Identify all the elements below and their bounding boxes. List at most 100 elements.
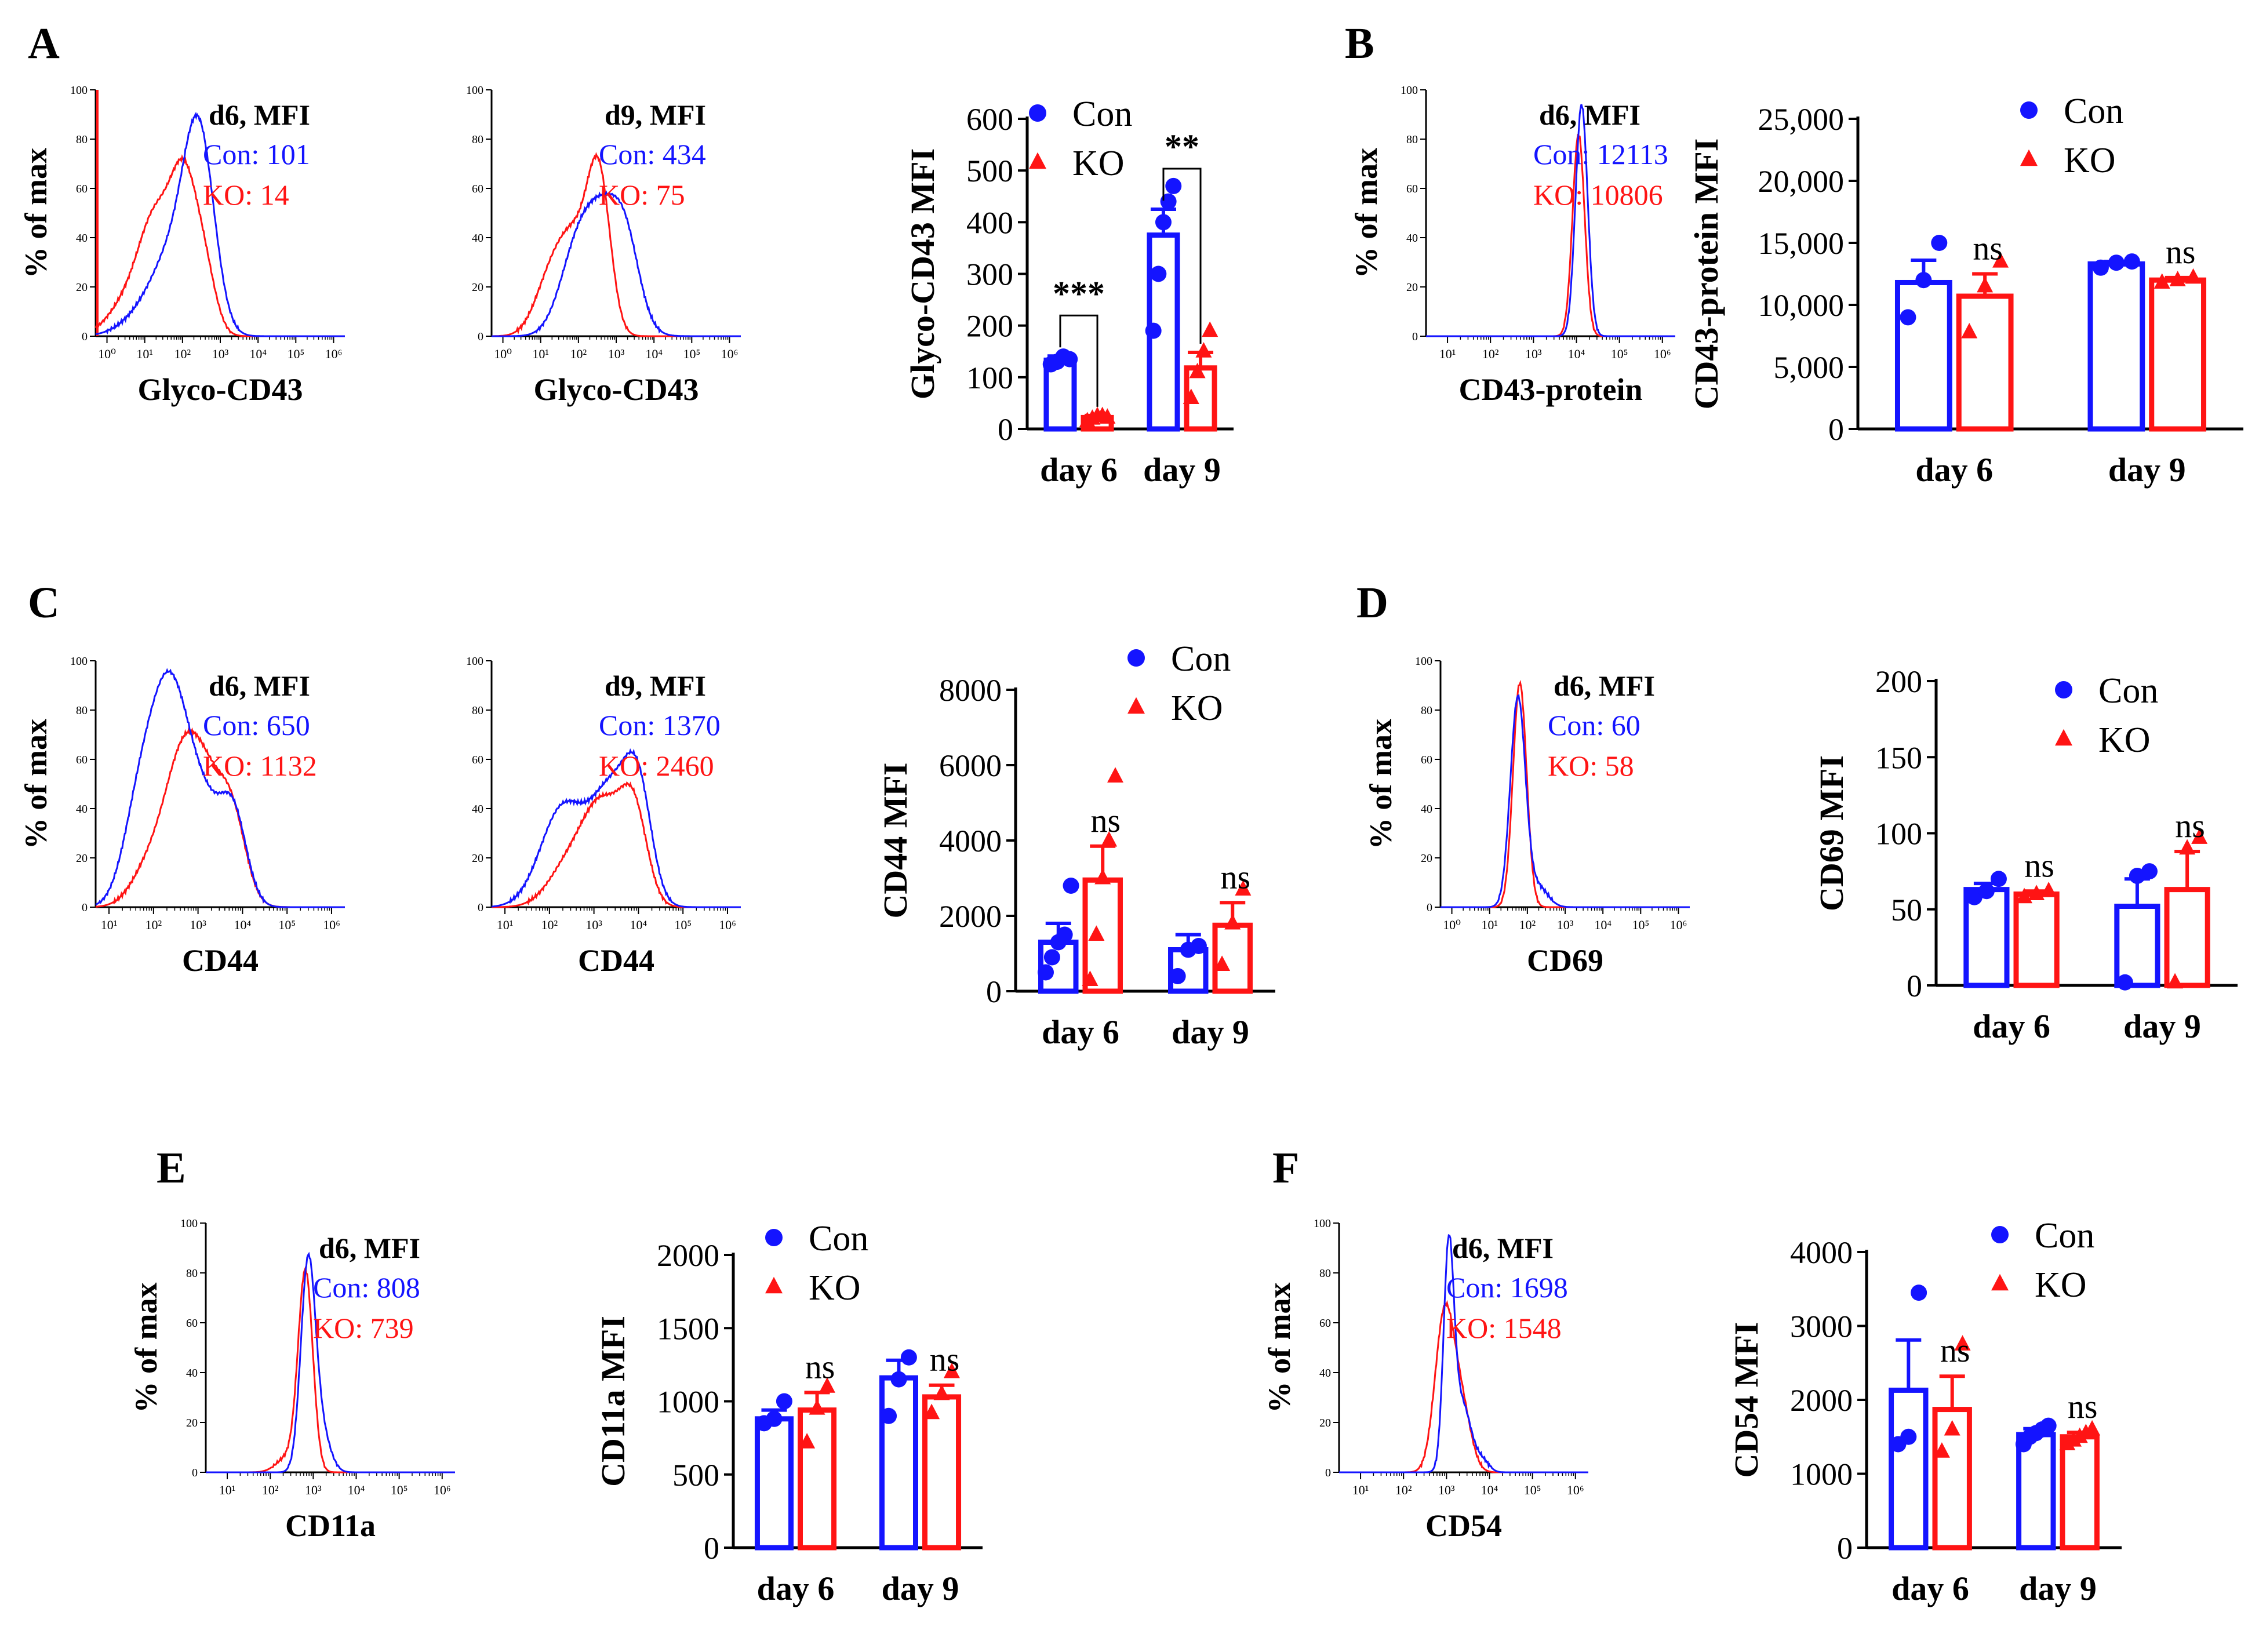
- bar-y-tick-label: 2000: [657, 1238, 719, 1273]
- histogram-x-tick-label: 10⁴: [1594, 918, 1612, 932]
- ko-mfi-label: KO: 1132: [203, 749, 317, 782]
- con-data-point: [1978, 883, 1995, 900]
- legend-marker-con: [765, 1229, 783, 1246]
- panel-letter-a: A: [28, 19, 60, 68]
- histogram-x-tick-label: 10³: [190, 918, 206, 932]
- histogram-x-tick-label: 10⁴: [234, 918, 252, 932]
- ko-mfi-label: KO: 739: [313, 1312, 414, 1344]
- bar-category-label: day 6: [1040, 451, 1118, 489]
- legend-marker-con: [2020, 101, 2038, 119]
- histogram-x-tick-label: 10⁶: [1567, 1483, 1584, 1497]
- histogram-y-axis-label: % of max: [19, 719, 53, 849]
- significance-label: **: [1165, 128, 1199, 166]
- significance-label: ns: [2175, 807, 2205, 845]
- histogram-y-tick-label: 100: [180, 1217, 198, 1230]
- histogram-A-1: 0 20 40 60 80 100 10⁰ 10¹ 10² 10³ 10⁴ 10⁵ 10⁶ d9, MFI…: [466, 84, 741, 407]
- significance-bracket: [1059, 314, 1098, 407]
- histogram-day-label: d6, MFI: [319, 1232, 420, 1264]
- histogram-x-axis-label: CD44: [578, 943, 654, 978]
- bar-category-label: day 6: [1042, 1013, 1119, 1051]
- histogram-x-tick-label: 10¹: [136, 347, 153, 361]
- con-data-point: [2129, 868, 2145, 884]
- bar-category-label: day 6: [757, 1570, 835, 1607]
- histogram-y-tick-label: 100: [466, 655, 483, 668]
- histogram-x-tick-label: 10⁴: [348, 1483, 365, 1497]
- histogram-x-tick-label: 10³: [212, 347, 229, 361]
- ko-mfi-label: KO: 10806: [1533, 179, 1663, 211]
- legend-marker-ko: [1029, 152, 1046, 169]
- con-data-point: [1911, 1285, 1927, 1301]
- histogram-y-axis-label: % of max: [19, 148, 53, 278]
- bar-category-label: day 9: [1143, 451, 1221, 489]
- histogram-y-axis-label: % of max: [1262, 1283, 1297, 1413]
- ko-mfi-label: KO: 2460: [599, 749, 714, 782]
- ko-mfi-label: KO: 58: [1548, 749, 1634, 782]
- con-data-point: [1063, 878, 1079, 894]
- histogram-y-tick-label: 20: [1406, 281, 1418, 294]
- histogram-x-tick-label: 10²: [174, 347, 191, 361]
- histogram-A-0: 0 20 40 60 80 100 10⁰ 10¹ 10² 10³ 10⁴ 10⁵ 10⁶ d6, MFI…: [19, 84, 345, 407]
- bar-y-tick-label: 500: [966, 154, 1013, 188]
- histogram-y-tick-label: 60: [1319, 1317, 1331, 1330]
- histogram-x-tick-label: 10⁶: [323, 918, 340, 932]
- histogram-x-tick-label: 10⁵: [1524, 1483, 1541, 1497]
- histogram-x-tick-label: 10²: [541, 918, 558, 932]
- con-data-point: [900, 1349, 917, 1366]
- ko-data-point: [2028, 885, 2045, 900]
- histogram-y-tick-label: 60: [472, 754, 483, 766]
- ko-data-point: [1992, 252, 2009, 268]
- histogram-y-tick-label: 60: [76, 754, 88, 766]
- bar-y-tick-label: 400: [966, 205, 1013, 240]
- histogram-y-tick-label: 20: [186, 1417, 198, 1429]
- histogram-x-tick-label: 10¹: [497, 918, 514, 932]
- ko-data-point: [1933, 1442, 1950, 1458]
- legend-label-con: Con: [1072, 94, 1132, 134]
- con-data-point: [881, 1407, 897, 1424]
- con-data-point: [890, 1371, 907, 1388]
- histogram-y-tick-label: 20: [76, 852, 88, 865]
- significance-label: ns: [2068, 1388, 2098, 1425]
- con-data-point: [1900, 309, 1916, 326]
- histogram-y-axis-label: % of max: [129, 1283, 163, 1413]
- histogram-x-tick-label: 10⁵: [1632, 918, 1649, 932]
- ko-data-point: [1101, 831, 1118, 847]
- legend-marker-ko: [2020, 149, 2038, 166]
- histogram-y-tick-label: 100: [1314, 1217, 1331, 1230]
- ko-data-point: [809, 1399, 825, 1415]
- histogram-y-tick-label: 20: [76, 281, 88, 294]
- ko-bar: [798, 1407, 837, 1551]
- panel-letter-e: E: [157, 1144, 186, 1192]
- histogram-y-axis-label: % of max: [1349, 148, 1384, 278]
- bar-y-tick-label: 0: [704, 1531, 719, 1566]
- bar-y-tick-label: 0: [986, 974, 1002, 1009]
- bar-y-tick-label: 1000: [657, 1385, 719, 1420]
- bar-y-axis-label: CD11a MFI: [594, 1316, 632, 1487]
- histogram-x-tick-label: 10⁶: [1670, 918, 1687, 932]
- histogram-y-tick-label: 40: [1319, 1367, 1331, 1380]
- bar-y-tick-label: 8000: [939, 673, 1002, 708]
- ko-bar: [1956, 293, 2014, 432]
- histogram-y-tick-label: 0: [1427, 901, 1432, 914]
- legend-marker-con: [2055, 681, 2072, 698]
- bar-y-tick-label: 10,000: [1758, 288, 1845, 323]
- bar-y-axis-label: CD54 MFI: [1727, 1322, 1765, 1478]
- con-histogram-curve: [95, 668, 345, 908]
- legend-label-con: Con: [2098, 671, 2158, 711]
- bar-category-label: day 9: [2108, 451, 2186, 489]
- con-data-point: [1990, 871, 2007, 887]
- con-histogram-curve: [491, 748, 741, 908]
- histogram-x-axis-label: Glyco-CD43: [534, 372, 699, 407]
- con-mfi-label: Con: 60: [1548, 709, 1640, 741]
- bar-y-tick-label: 50: [1891, 893, 1922, 927]
- significance-label: ns: [2024, 846, 2054, 884]
- histogram-y-tick-label: 80: [1319, 1267, 1331, 1280]
- histogram-y-tick-label: 0: [1325, 1467, 1331, 1479]
- ko-data-point: [799, 1433, 816, 1449]
- histogram-y-tick-label: 100: [466, 84, 483, 97]
- histogram-x-tick-label: 10⁴: [630, 918, 648, 932]
- histogram-x-tick-label: 10¹: [101, 918, 118, 932]
- histogram-x-axis-label: CD54: [1425, 1508, 1502, 1543]
- significance-bracket: [1162, 168, 1202, 344]
- con-data-point: [2092, 259, 2109, 276]
- significance-label: ns: [1973, 230, 2003, 267]
